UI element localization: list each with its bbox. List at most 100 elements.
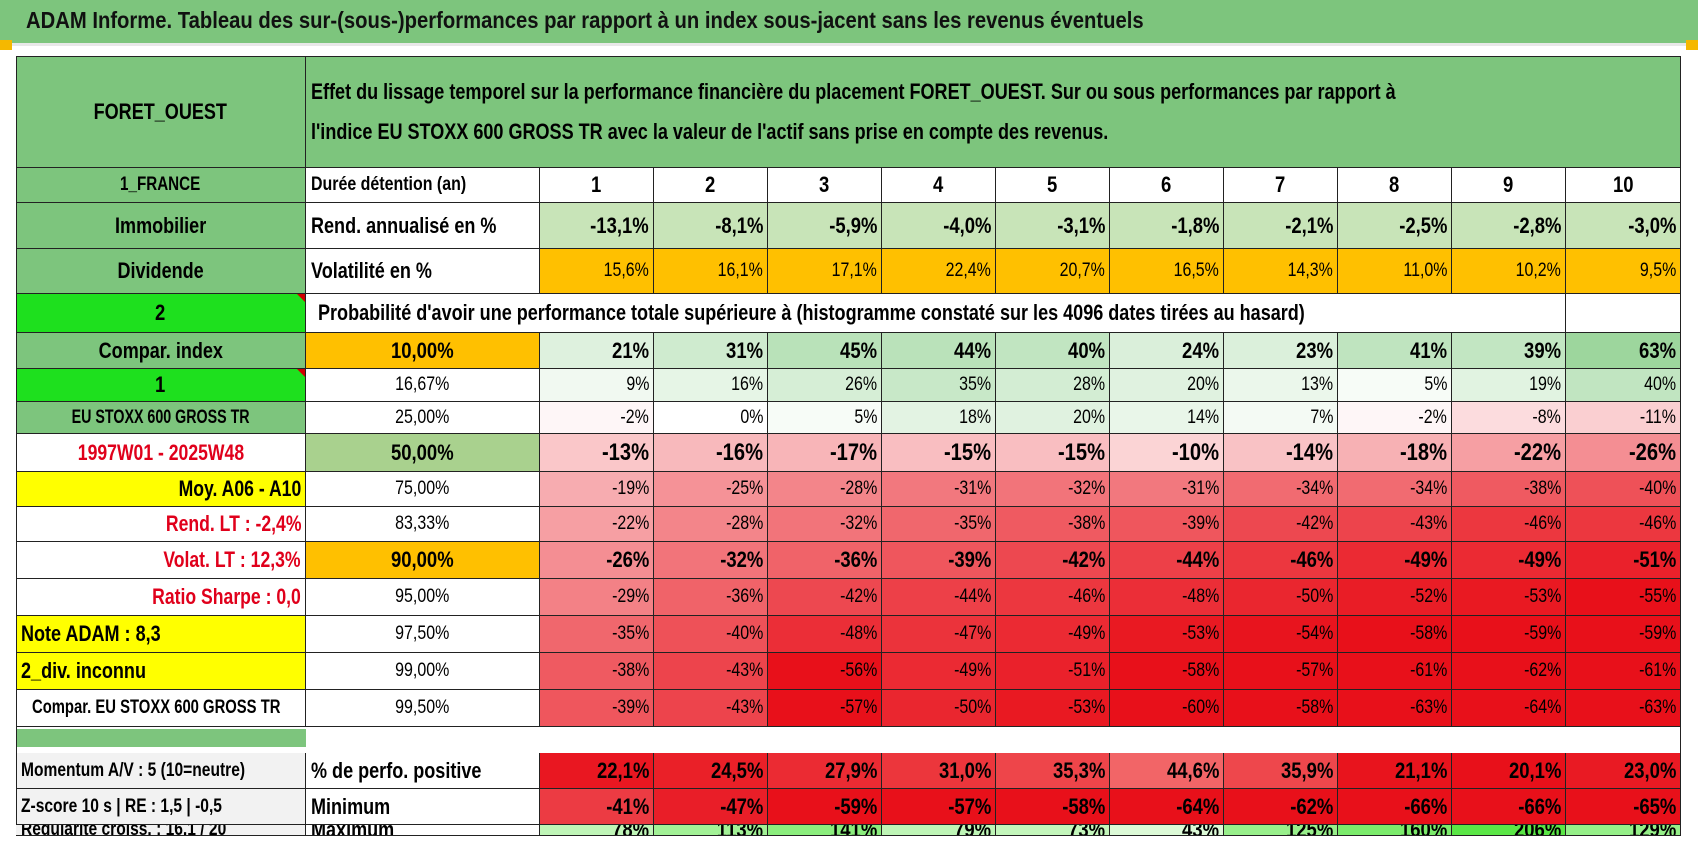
max-value-text: 206% [1514,825,1561,835]
quantile-value-text: 40% [1068,337,1105,363]
quantile-value: 44% [882,333,996,369]
quantile-value-text: -2% [1418,406,1447,428]
quantile-value: 20% [996,402,1110,434]
probability-label-text: Probabilité d'avoir une performance tota… [318,300,1305,325]
max-value: 78% [540,825,654,836]
quantile-value: -26% [1566,434,1681,472]
min-value-text: -47% [719,793,763,819]
pos-label: % de perfo. positive [306,753,540,789]
pos-value: 20,1% [1452,753,1566,789]
left-label-moy-text: Moy. A06 - A10 [178,476,301,501]
year-header: 2 [654,168,768,203]
min-label: Minimum [306,789,540,825]
quantile-value: -22% [540,507,654,542]
quantile-value: -39% [540,690,654,727]
quantile-value: 0% [654,402,768,434]
quantile-value: -53% [996,690,1110,727]
quantile-value: -31% [882,472,996,507]
quantile-label-text: 99,50% [395,697,450,718]
max-value: 79% [882,825,996,836]
quantile-value-text: -2% [620,406,649,428]
max-label-text: Maximum [311,825,394,835]
quantile-value-text: -39% [1181,513,1219,534]
quantile-value: -19% [540,472,654,507]
year-header-text: 10 [1612,172,1634,197]
quantile-value: -48% [768,616,882,653]
quantile-value: -35% [882,507,996,542]
year-header: 9 [1452,168,1566,203]
quantile-value-text: 35% [959,374,991,395]
quantile-value: -50% [1224,579,1338,616]
vol-value-text: 20,7% [1059,260,1105,281]
rend-value-text: -13,1% [590,212,649,238]
quantile-value: 39% [1452,333,1566,369]
quantile-value-text: -42% [839,586,877,607]
quantile-value-text: 40% [1644,374,1676,395]
left-label-compar-full: Compar. EU STOXX 600 GROSS TR [16,690,306,727]
left-label-asset-class: Immobilier [16,203,306,249]
quantile-value-text: -63% [1409,697,1447,718]
max-label: Maximum [306,825,540,836]
quantile-value-text: -19% [611,478,649,499]
pos-value-text: 21,1% [1394,757,1447,783]
quantile-value: -57% [768,690,882,727]
year-header: 5 [996,168,1110,203]
min-value: -62% [1224,789,1338,825]
quantile-value: -61% [1338,653,1452,690]
left-label-compar-index: Compar. index [16,333,306,369]
quantile-value-text: 14% [1187,406,1219,428]
quantile-label: 10,00% [306,333,540,369]
max-value-text: 73% [1068,825,1105,835]
rend-value: -8,1% [654,203,768,249]
vol-value-text: 22,4% [945,260,991,281]
max-value: 43% [1110,825,1224,836]
max-value-text: 78% [612,825,649,835]
probability-label: Probabilité d'avoir une performance tota… [306,294,1452,333]
quantile-value-text: -64% [1523,697,1561,718]
min-value: -59% [768,789,882,825]
fund-name-text: FORET_OUEST [93,98,228,124]
quantile-value-text: -11% [1639,406,1676,428]
pos-value-text: 35,3% [1052,757,1105,783]
min-value-text: -66% [1517,793,1561,819]
rend-value-text: -8,1% [714,212,763,238]
performance-table: FORET_OUEST Effet du lissage temporel sur… [16,56,1681,836]
quantile-value-text: -25% [725,478,763,499]
pos-value: 31,0% [882,753,996,789]
quantile-value: -28% [654,507,768,542]
quantile-value-text: -48% [1181,586,1219,607]
quantile-value-text: -49% [953,660,991,681]
quantile-value-text: -57% [839,697,877,718]
quantile-value: -16% [654,434,768,472]
quantile-value: 23% [1224,333,1338,369]
quantile-value-text: -43% [725,697,763,718]
quantile-value-text: -46% [1523,513,1561,534]
rend-value-text: -5,9% [828,212,877,238]
quantile-label-text: 50,00% [391,439,454,465]
quantile-value-text: 19% [1529,374,1561,395]
year-header-text: 6 [1161,172,1172,197]
quantile-label: 25,00% [306,402,540,434]
vol-label-text: Volatilité en % [311,258,432,283]
quantile-label: 97,50% [306,616,540,653]
report-title: ADAM Informe. Tableau des sur-(sous-)per… [26,7,1144,33]
rend-value: -2,8% [1452,203,1566,249]
vol-value-text: 16,5% [1173,260,1219,281]
quantile-value: -46% [996,579,1110,616]
quantile-value: -58% [1224,690,1338,727]
quantile-value: -15% [996,434,1110,472]
quantile-value-text: 31% [726,337,763,363]
quantile-label-text: 95,00% [395,586,450,607]
quantile-value-text: -60% [1181,697,1219,718]
quantile-value-text: 7% [1309,406,1333,428]
quantile-value: -38% [996,507,1110,542]
quantile-value-text: 9% [625,374,649,395]
comment-indicator [297,294,305,302]
quantile-value: -13% [540,434,654,472]
quantile-value: -46% [1224,542,1338,579]
left-label-index-code-text: 2 [155,300,166,325]
quantile-value-text: -26% [1628,438,1676,466]
vol-value: 11,0% [1338,249,1452,294]
quantile-value-text: -38% [1523,478,1561,499]
quantile-value: -32% [768,507,882,542]
